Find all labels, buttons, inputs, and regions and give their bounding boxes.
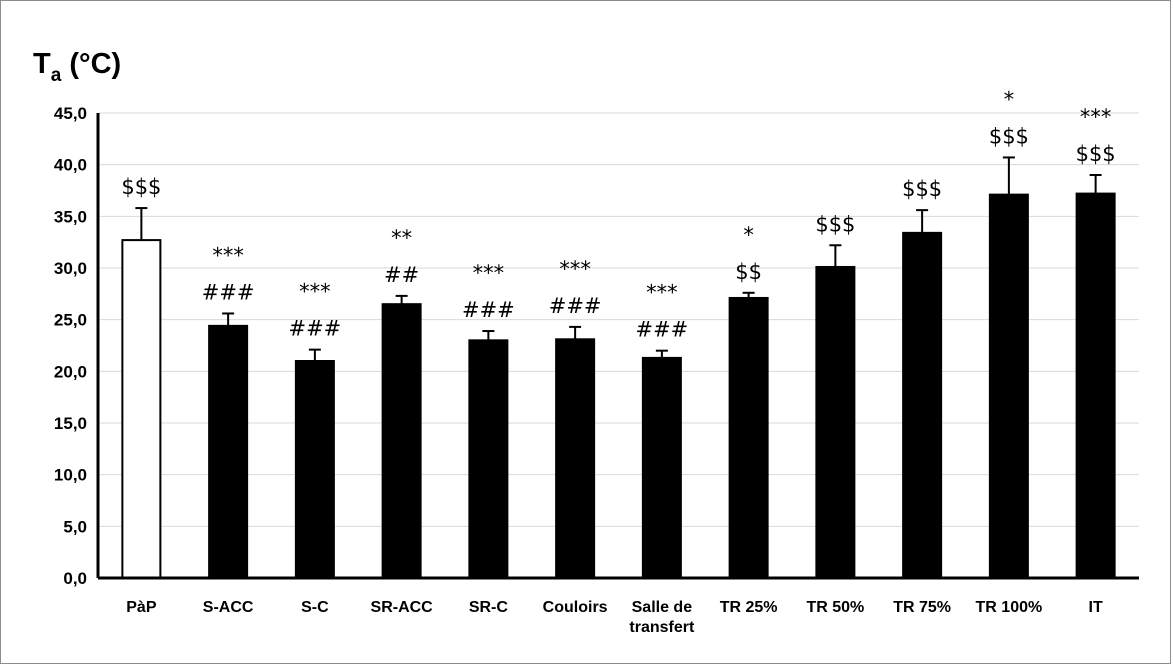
gridlines: [98, 112, 1139, 527]
significance-marker: ###: [549, 294, 602, 318]
y-tick-labels: 0,0 5,0 10,0 15,0 20,0 25,0 30,0 35,0 40,0 45,0: [54, 104, 87, 588]
y-tick-label: 40,0: [54, 156, 87, 175]
bar: [121, 239, 162, 579]
significance-marker: ***: [1080, 105, 1112, 129]
bar: [815, 265, 856, 579]
significance-marker: $$$: [815, 212, 855, 236]
y-axis-title-main: T: [33, 48, 51, 80]
x-tick-label: S-ACC: [203, 599, 254, 616]
y-axis-title-subscript: a: [51, 65, 62, 86]
bar: [988, 193, 1029, 579]
significance-marker: ***: [212, 243, 244, 267]
bar: [1075, 192, 1116, 579]
y-tick-label: 5,0: [63, 517, 87, 536]
bar: [294, 360, 335, 579]
significance-marker: *: [743, 223, 754, 247]
bar: [728, 296, 769, 579]
significance-marker: $$$: [1076, 142, 1116, 166]
significance-marker: $$: [735, 260, 762, 284]
significance-marker: **: [391, 226, 412, 250]
x-tick-label: Salle de: [632, 599, 693, 616]
x-tick-label: TR 25%: [720, 599, 778, 616]
x-tick-label: TR 50%: [806, 599, 864, 616]
bar: [555, 338, 596, 579]
bar: [902, 231, 943, 579]
significance-marker: ***: [473, 261, 505, 285]
significance-marker: $$$: [121, 175, 161, 199]
y-tick-label: 45,0: [54, 104, 87, 123]
error-bars: [135, 156, 1102, 361]
category-labels: PàP S-ACC S-C SR-ACC SR-C Couloirs Salle de tra…: [126, 599, 1103, 636]
y-tick-label: 35,0: [54, 207, 87, 226]
bars: [121, 192, 1116, 580]
y-tick-label: 30,0: [54, 259, 87, 278]
significance-marker: ***: [646, 281, 678, 305]
bar: [208, 324, 249, 579]
significance-marker: *: [1004, 87, 1015, 111]
significance-marker: ##: [384, 263, 419, 287]
bar: [641, 356, 682, 579]
x-tick-label: TR 100%: [976, 599, 1043, 616]
x-tick-label: transfert: [629, 619, 695, 636]
x-tick-label: IT: [1089, 599, 1103, 616]
significance-marker: $$$: [902, 177, 942, 201]
y-tick-label: 25,0: [54, 311, 87, 330]
y-tick-label: 20,0: [54, 362, 87, 381]
x-tick-label: TR 75%: [893, 599, 951, 616]
axes: [96, 113, 1139, 580]
bar: [381, 303, 422, 579]
x-tick-label: S-C: [301, 599, 329, 616]
significance-marker: ***: [559, 257, 591, 281]
significance-marker: ###: [288, 317, 341, 341]
y-tick-label: 0,0: [63, 569, 87, 588]
significance-marker: ###: [462, 298, 515, 322]
y-tick-label: 15,0: [54, 414, 87, 433]
x-tick-label: SR-ACC: [371, 599, 434, 616]
y-axis-title: Ta (°C): [33, 48, 121, 86]
significance-marker: $$$: [989, 124, 1029, 148]
significance-marker: ###: [635, 318, 688, 342]
bar: [468, 339, 509, 580]
significance-annotations: $$$ *** ### *** ### ** ## *** ### *** ### *** ### * $$…: [121, 87, 1115, 341]
significance-marker: ###: [202, 280, 255, 304]
y-axis-title-unit: (°C): [61, 48, 121, 80]
x-tick-label: SR-C: [469, 599, 509, 616]
y-tick-label: 10,0: [54, 466, 87, 485]
x-tick-label: Couloirs: [543, 599, 608, 616]
x-tick-label: PàP: [126, 599, 157, 616]
significance-marker: ***: [299, 280, 331, 304]
